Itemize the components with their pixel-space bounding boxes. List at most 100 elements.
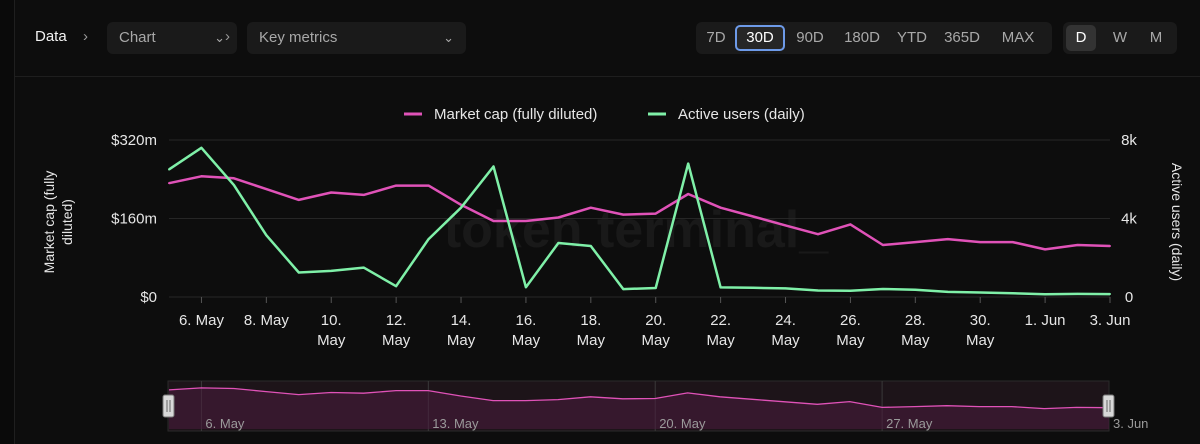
point-market-cap[interactable] [297, 198, 300, 201]
x-tick-label: 12. May [382, 312, 411, 349]
granularity-day[interactable]: D [1066, 25, 1096, 51]
point-active-users[interactable] [492, 165, 495, 168]
point-market-cap[interactable] [589, 206, 592, 209]
point-active-users[interactable] [168, 168, 170, 171]
point-market-cap[interactable] [524, 219, 527, 222]
range-180d[interactable]: 180D [844, 29, 880, 46]
point-active-users[interactable] [979, 291, 982, 294]
series-line-market-cap [168, 175, 1111, 251]
range-30d[interactable]: 30D [735, 25, 785, 51]
chart-type-select[interactable]: Chart ⌄ [107, 22, 237, 54]
point-active-users[interactable] [200, 146, 203, 149]
watermark-text: token terminal_ [444, 201, 829, 259]
point-active-users[interactable] [460, 206, 463, 209]
point-active-users[interactable] [232, 184, 235, 187]
x-tick-label: 30. May [966, 312, 995, 349]
point-active-users[interactable] [752, 286, 755, 289]
legend-item-market-cap[interactable]: Market cap (fully diluted) [434, 106, 597, 123]
point-active-users[interactable] [557, 242, 560, 245]
granularity-month[interactable]: M [1149, 29, 1163, 46]
point-active-users[interactable] [622, 288, 625, 291]
point-market-cap[interactable] [265, 188, 268, 191]
point-market-cap[interactable] [816, 233, 819, 236]
point-market-cap[interactable] [168, 182, 170, 185]
point-active-users[interactable] [265, 234, 268, 237]
chevron-right-icon: › [83, 28, 88, 45]
point-market-cap[interactable] [557, 216, 560, 219]
point-active-users[interactable] [524, 286, 527, 289]
point-market-cap[interactable] [200, 175, 203, 178]
point-active-users[interactable] [654, 286, 657, 289]
point-active-users[interactable] [881, 287, 884, 290]
chart-gridlines [169, 139, 1110, 298]
point-market-cap[interactable] [1109, 244, 1111, 247]
point-market-cap[interactable] [881, 243, 884, 246]
point-active-users[interactable] [946, 290, 949, 293]
point-active-users[interactable] [719, 286, 722, 289]
point-market-cap[interactable] [719, 206, 722, 209]
point-active-users[interactable] [1044, 293, 1047, 296]
point-active-users[interactable] [1011, 292, 1014, 295]
point-market-cap[interactable] [330, 191, 333, 194]
navigator-handle-right[interactable] [1102, 394, 1115, 418]
navigator-label: 20. May [659, 416, 706, 431]
point-market-cap[interactable] [946, 238, 949, 241]
point-market-cap[interactable] [427, 184, 430, 187]
point-active-users[interactable] [784, 287, 787, 290]
point-active-users[interactable] [427, 238, 430, 241]
y-left-tick-label: $320m [111, 132, 157, 149]
series-line-active-users [168, 146, 1111, 296]
metrics-select[interactable]: Key metrics ⌄ [247, 22, 466, 54]
range-ytd[interactable]: YTD [897, 29, 927, 46]
point-active-users[interactable] [395, 285, 398, 288]
navigator-area [169, 387, 1109, 429]
point-active-users[interactable] [362, 266, 365, 269]
point-market-cap[interactable] [784, 224, 787, 227]
point-active-users[interactable] [687, 162, 690, 165]
legend-item-active-users[interactable]: Active users (daily) [678, 106, 805, 123]
y-right-axis-title: Active users (daily) [1169, 163, 1185, 281]
navigator-line [168, 387, 1110, 410]
point-active-users[interactable] [816, 289, 819, 292]
point-active-users[interactable] [849, 289, 852, 292]
point-active-users[interactable] [1076, 292, 1079, 295]
x-tick-label: 8. May [244, 312, 290, 329]
y-left-axis-title-line1: Market cap (fully [41, 171, 57, 274]
toolbar-divider [15, 76, 1200, 77]
granularity-week[interactable]: W [1112, 29, 1128, 46]
point-active-users[interactable] [297, 271, 300, 274]
range-7d[interactable]: 7D [706, 29, 726, 46]
navigator-handle-left[interactable] [162, 394, 175, 418]
point-market-cap[interactable] [232, 177, 235, 180]
point-market-cap[interactable] [1044, 248, 1047, 251]
point-market-cap[interactable] [914, 241, 917, 244]
point-active-users[interactable] [589, 244, 592, 247]
point-market-cap[interactable] [1076, 243, 1079, 246]
point-market-cap[interactable] [362, 193, 365, 196]
chart-panel: Data › Chart ⌄ › Key metrics ⌄ 7D 30D 90… [14, 0, 1200, 444]
point-market-cap[interactable] [687, 192, 690, 195]
point-active-users[interactable] [330, 269, 333, 272]
point-market-cap[interactable] [752, 215, 755, 218]
range-90d[interactable]: 90D [796, 29, 824, 46]
granularity-group: D W M [1063, 22, 1177, 54]
x-tick-label: 24. May [771, 312, 800, 349]
point-market-cap[interactable] [492, 219, 495, 222]
point-market-cap[interactable] [979, 241, 982, 244]
y-right-tick-label: 8k [1121, 132, 1137, 149]
point-active-users[interactable] [914, 288, 917, 291]
point-market-cap[interactable] [1011, 241, 1014, 244]
point-market-cap[interactable] [849, 223, 852, 226]
range-max[interactable]: MAX [1001, 29, 1035, 46]
x-tick-label: 6. May [179, 312, 225, 329]
range-navigator[interactable]: 6. May 13. May 20. May 27. May 3. Jun [162, 380, 1148, 432]
metrics-label: Key metrics [259, 29, 338, 46]
breadcrumb-data[interactable]: Data [35, 28, 67, 45]
point-market-cap[interactable] [622, 213, 625, 216]
x-tick-label: 28. May [901, 312, 930, 349]
point-active-users[interactable] [1109, 293, 1111, 296]
chart-series [168, 146, 1111, 296]
range-365d[interactable]: 365D [944, 29, 980, 46]
point-market-cap[interactable] [654, 212, 657, 215]
point-market-cap[interactable] [395, 184, 398, 187]
